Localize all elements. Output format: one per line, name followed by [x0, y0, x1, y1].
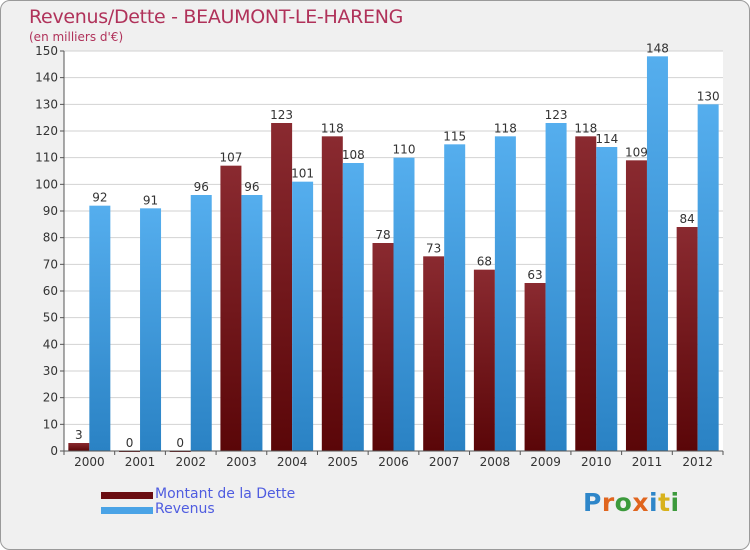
bar-revenus [697, 104, 719, 451]
data-label-dette: 118 [574, 121, 597, 135]
x-tick-label: 2006 [378, 455, 409, 469]
logo-letter: t [658, 488, 671, 517]
bar-revenus [545, 123, 567, 451]
bar-revenus [646, 56, 668, 451]
data-label-dette: 123 [270, 108, 293, 122]
y-tick-label: 10 [43, 417, 58, 431]
data-label-revenus: 110 [393, 143, 416, 157]
bar-dette [321, 136, 343, 452]
data-label-revenus: 91 [143, 193, 158, 207]
data-label-dette: 109 [625, 145, 648, 159]
logo-letter: o [614, 488, 633, 517]
x-tick-label: 2008 [480, 455, 511, 469]
bar-dette [372, 243, 394, 451]
x-tick-label: 2007 [429, 455, 460, 469]
bar-revenus [342, 163, 364, 451]
y-tick-label: 70 [43, 257, 58, 271]
bar-dette [271, 123, 293, 451]
chart-subtitle: (en milliers d'€) [29, 30, 124, 44]
x-tick-label: 2009 [530, 455, 561, 469]
y-tick-label: 100 [35, 177, 58, 191]
data-label-dette: 107 [219, 151, 242, 165]
data-label-revenus: 115 [443, 129, 466, 143]
bar-dette [625, 160, 647, 452]
data-label-dette: 84 [680, 212, 695, 226]
bar-dette [676, 227, 698, 451]
bar-dette [68, 443, 90, 451]
legend-label-debt: Montant de la Dette [155, 486, 296, 502]
data-label-revenus: 108 [342, 148, 365, 162]
bar-revenus [292, 181, 314, 451]
x-tick-label: 2004 [277, 455, 308, 469]
bar-revenus [444, 144, 466, 452]
x-tick-label: 2011 [632, 455, 663, 469]
x-tick-label: 2005 [328, 455, 359, 469]
y-tick-label: 20 [43, 391, 58, 405]
bar-dette [220, 165, 242, 451]
y-tick-label: 130 [35, 97, 58, 111]
x-tick-label: 2012 [682, 455, 713, 469]
data-label-revenus: 101 [291, 167, 314, 181]
x-tick-label: 2010 [581, 455, 612, 469]
y-tick-label: 110 [35, 151, 58, 165]
x-tick-label: 2000 [74, 455, 105, 469]
bar-revenus [190, 195, 212, 451]
data-label-revenus: 148 [646, 41, 669, 55]
bar-dette [524, 283, 546, 451]
bar-revenus [393, 157, 415, 451]
y-tick-label: 50 [43, 311, 58, 325]
data-label-dette: 68 [477, 255, 492, 269]
logo-letter: i [649, 488, 659, 517]
legend-swatch-debt [101, 492, 153, 499]
data-label-dette: 78 [375, 228, 390, 242]
proxiti-logo: Proxiti [583, 488, 680, 517]
x-tick-label: 2002 [175, 455, 206, 469]
data-label-dette: 63 [527, 268, 542, 282]
y-tick-label: 80 [43, 231, 58, 245]
bar-dette [423, 256, 445, 451]
data-label-revenus: 130 [697, 89, 720, 103]
bar-revenus [89, 205, 111, 451]
data-label-dette: 3 [75, 428, 83, 442]
bar-revenus [494, 136, 516, 452]
data-label-revenus: 114 [595, 132, 618, 146]
logo-letter: i [670, 488, 680, 517]
logo-letter: x [632, 488, 649, 517]
data-label-dette: 0 [176, 436, 184, 450]
bar-dette [575, 136, 597, 452]
data-label-dette: 0 [126, 436, 134, 450]
y-tick-label: 60 [43, 284, 58, 298]
y-tick-label: 150 [35, 44, 58, 58]
data-label-revenus: 92 [92, 191, 107, 205]
chart-title: Revenus/Dette - BEAUMONT-LE-HARENG [29, 6, 404, 28]
y-tick-label: 140 [35, 71, 58, 85]
logo-letter: P [583, 488, 602, 517]
y-tick-label: 0 [50, 444, 58, 458]
y-tick-label: 90 [43, 204, 58, 218]
legend-label-revenus: Revenus [155, 501, 215, 517]
data-label-dette: 73 [426, 241, 441, 255]
data-label-revenus: 123 [545, 108, 568, 122]
bar-dette [473, 269, 495, 451]
y-tick-label: 40 [43, 337, 58, 351]
y-tick-label: 120 [35, 124, 58, 138]
bar-revenus [241, 195, 263, 451]
data-label-revenus: 118 [494, 121, 517, 135]
legend-swatch-revenus [101, 507, 153, 514]
data-label-revenus: 96 [244, 180, 259, 194]
data-label-dette: 118 [321, 121, 344, 135]
x-tick-label: 2003 [226, 455, 257, 469]
logo-letter: r [601, 488, 615, 517]
y-tick-label: 30 [43, 364, 58, 378]
x-tick-label: 2001 [125, 455, 156, 469]
data-label-revenus: 96 [194, 180, 209, 194]
bar-revenus [140, 208, 162, 451]
bar-revenus [596, 147, 618, 451]
